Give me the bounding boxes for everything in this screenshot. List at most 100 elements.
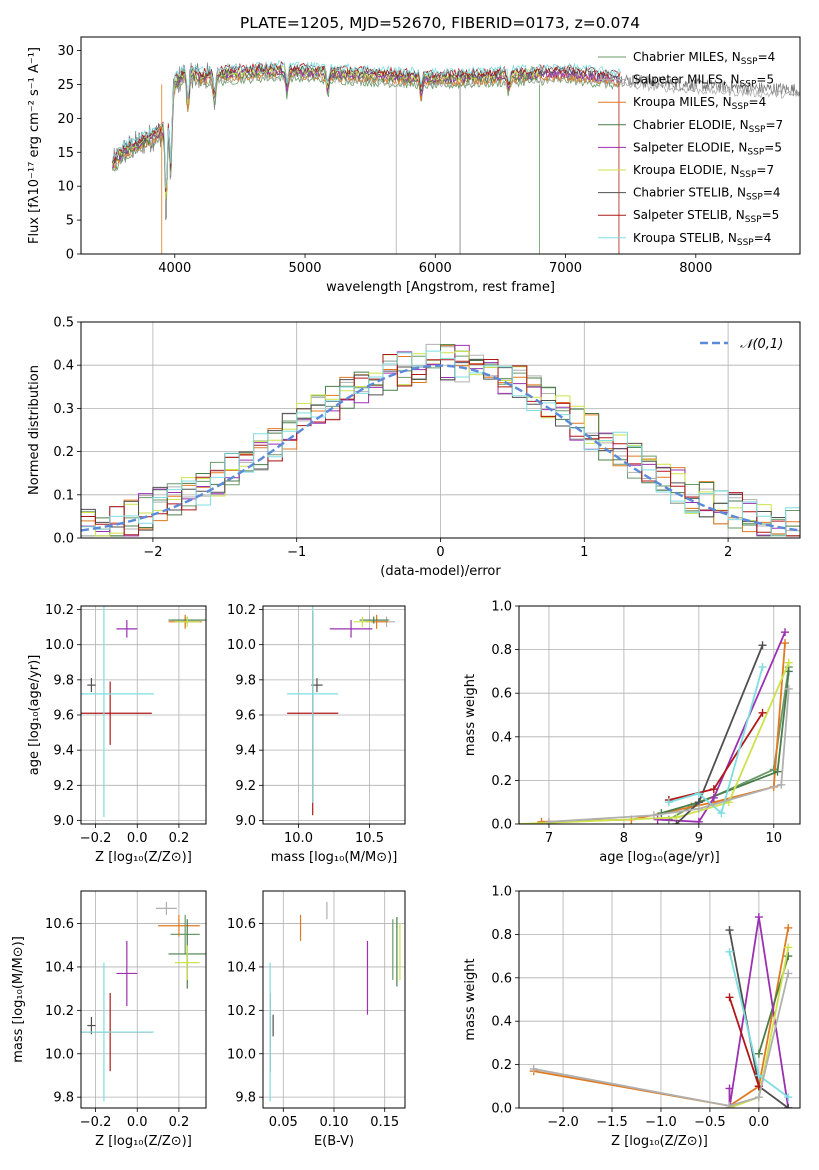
axes-frame	[518, 605, 801, 825]
tick-label-y: 0.3	[53, 402, 74, 417]
tick-label-y: 15	[57, 146, 74, 161]
panel-weight_vs_age: 7 8 9 10 0.0 0.2 0.4 0.6 0.8 1.0 age [log₁₀(age/yr…	[463, 600, 801, 865]
weight-line-2	[661, 671, 790, 814]
tick-label-y: 20	[57, 112, 74, 127]
plot-area-residuals	[81, 322, 800, 538]
tick-label-y: 0.2	[491, 774, 512, 789]
tick-label-y: 10.4	[227, 960, 256, 975]
axis-label-y: Normed distribution	[27, 365, 42, 495]
tick-label-x: 0.2	[169, 831, 190, 846]
tick-label-x: −0.5	[694, 1115, 726, 1130]
tick-label-y: 0.0	[491, 1102, 512, 1117]
tick-label-y: 1.0	[491, 600, 512, 615]
tick-label-y: 9.8	[53, 673, 74, 688]
tick-label-y: 10.6	[45, 917, 74, 932]
figure-title: PLATE=1205, MJD=52670, FIBERID=0173, z=0…	[240, 14, 640, 32]
tick-label-x: 7	[545, 831, 553, 846]
weight-line-0	[668, 666, 790, 821]
panel-mass_vs_Z: −0.2 0.0 0.2 9.8 10.0 10.2 10.4 10.6 Z [log₁₀(Z/…	[11, 890, 207, 1149]
weight-line-7	[668, 666, 764, 815]
legend-label-3: Chabrier ELODIE, NSSP=7	[633, 118, 783, 135]
tick-label-y: 9.8	[235, 673, 256, 688]
tick-label-y: 1.0	[491, 885, 512, 900]
tick-label-y: 10.0	[45, 638, 74, 653]
tick-label-x: −2.0	[547, 1115, 579, 1130]
tick-label-x: 0	[436, 545, 444, 560]
legend-label-6: Chabrier STELIB, NSSP=4	[633, 186, 781, 203]
tick-label-x: 10.0	[284, 831, 313, 846]
axis-label-x: Z [log₁₀(Z/Z⊙)]	[95, 850, 192, 865]
legend-label-normal: 𝒩(0,1)	[740, 337, 783, 352]
axes-frame	[80, 890, 207, 1109]
tick-label-x: 0.0	[749, 1115, 770, 1130]
tick-label-y: 9.4	[235, 744, 256, 759]
legend-label-7: Salpeter STELIB, NSSP=5	[633, 208, 779, 225]
model-spectrum-5	[111, 64, 540, 200]
tick-label-y: 9.2	[235, 779, 256, 794]
tick-label-x: 0.10	[320, 1115, 349, 1130]
tick-label-y: 0.6	[491, 971, 512, 986]
axis-label-y: mass weight	[463, 674, 478, 756]
model-spectrum-4	[112, 66, 621, 196]
model-spectrum-2	[111, 69, 621, 198]
tick-label-y: 10.2	[227, 1004, 256, 1019]
axes-frame	[80, 605, 207, 825]
tick-label-y: 9.6	[53, 709, 74, 724]
tick-label-y: 10.2	[45, 1004, 74, 1019]
tick-label-y: 0.4	[53, 359, 74, 374]
tick-label-y: 0.5	[53, 316, 74, 331]
tick-label-x: 0.2	[169, 1115, 190, 1130]
tick-label-x: 7000	[549, 261, 582, 276]
axis-label-x: mass [log₁₀(M/M⊙)]	[271, 850, 398, 865]
tick-label-y: 0.2	[491, 1058, 512, 1073]
plot-area-weight_vs_age	[519, 606, 800, 824]
model-spectrum-8	[111, 59, 621, 189]
tick-label-x: 1	[580, 545, 588, 560]
axis-label-y: mass weight	[463, 958, 478, 1040]
panel-mass_vs_EBV: 0.05 0.10 0.15 9.8 10.0 10.2 10.4 10.6 E(B-V)	[227, 890, 406, 1149]
tick-label-y: 10.4	[45, 960, 74, 975]
tick-label-y: 0.0	[491, 818, 512, 833]
tick-label-x: 8	[620, 831, 628, 846]
tick-label-y: 0.4	[491, 1015, 512, 1030]
axis-label-x: E(B-V)	[314, 1134, 354, 1149]
axis-label-x: Z [log₁₀(Z/Z⊙)]	[95, 1134, 192, 1149]
plot-area-age_vs_Z	[81, 606, 206, 824]
tick-label-x: 0.0	[127, 1115, 148, 1130]
tick-label-x: −1.5	[596, 1115, 628, 1130]
tick-label-y: 9.0	[53, 814, 74, 829]
axes-frame	[80, 36, 801, 255]
panel-age_vs_mass: 10.0 10.5 9.0 9.2 9.4 9.6 9.8 10.0 10.2 mass [log…	[227, 603, 406, 865]
tick-label-x: 5000	[288, 261, 321, 276]
panel-residuals: −2 −1 0 1 2 0.0 0.1 0.2 0.3 0.4 0.5 (data-model)/er…	[27, 316, 801, 579]
tick-label-x: 8000	[679, 261, 712, 276]
axis-label-y: mass [log₁₀(M/M⊙)]	[11, 936, 26, 1063]
axis-label-x: (data-model)/error	[380, 564, 501, 579]
model-spectrum-6	[111, 63, 621, 192]
tick-label-y: 9.2	[53, 779, 74, 794]
legend-label-8: Kroupa STELIB, NSSP=4	[633, 231, 771, 248]
tick-label-x: −1	[287, 545, 306, 560]
tick-label-y: 25	[57, 78, 74, 93]
tick-label-y: 0.0	[53, 532, 74, 547]
axis-label-y: Flux [fλ10⁻¹⁷ erg cm⁻² s⁻¹ A⁻¹]	[27, 47, 42, 244]
tick-label-x: −0.2	[80, 1115, 112, 1130]
tick-label-x: 0.05	[269, 1115, 298, 1130]
tick-label-y: 10.0	[227, 1047, 256, 1062]
plot-area-age_vs_mass	[263, 606, 405, 824]
panel-age_vs_Z: −0.2 0.0 0.2 9.0 9.2 9.4 9.6 9.8 10.0 10.2 Z [log₁…	[27, 603, 207, 865]
legend-label-4: Salpeter ELODIE, NSSP=5	[633, 140, 782, 157]
axes-frame	[518, 890, 801, 1109]
tick-label-x: −2	[143, 545, 162, 560]
tick-label-y: 0.2	[53, 445, 74, 460]
tick-label-x: 10.5	[355, 831, 384, 846]
weight-line-5	[728, 997, 760, 1087]
plot-area-mass_vs_EBV	[263, 891, 405, 1108]
tick-label-y: 10.6	[227, 917, 256, 932]
tick-label-y: 10.0	[227, 638, 256, 653]
tick-label-y: 10.2	[227, 603, 256, 618]
tick-label-x: 10	[765, 831, 782, 846]
model-spectrum-7	[111, 60, 621, 191]
legend-label-2: Kroupa MILES, NSSP=4	[633, 95, 766, 112]
panel-spectrum: 4000 5000 6000 7000 8000 0 5 10 15 20 25 30 waveleng…	[27, 36, 801, 295]
